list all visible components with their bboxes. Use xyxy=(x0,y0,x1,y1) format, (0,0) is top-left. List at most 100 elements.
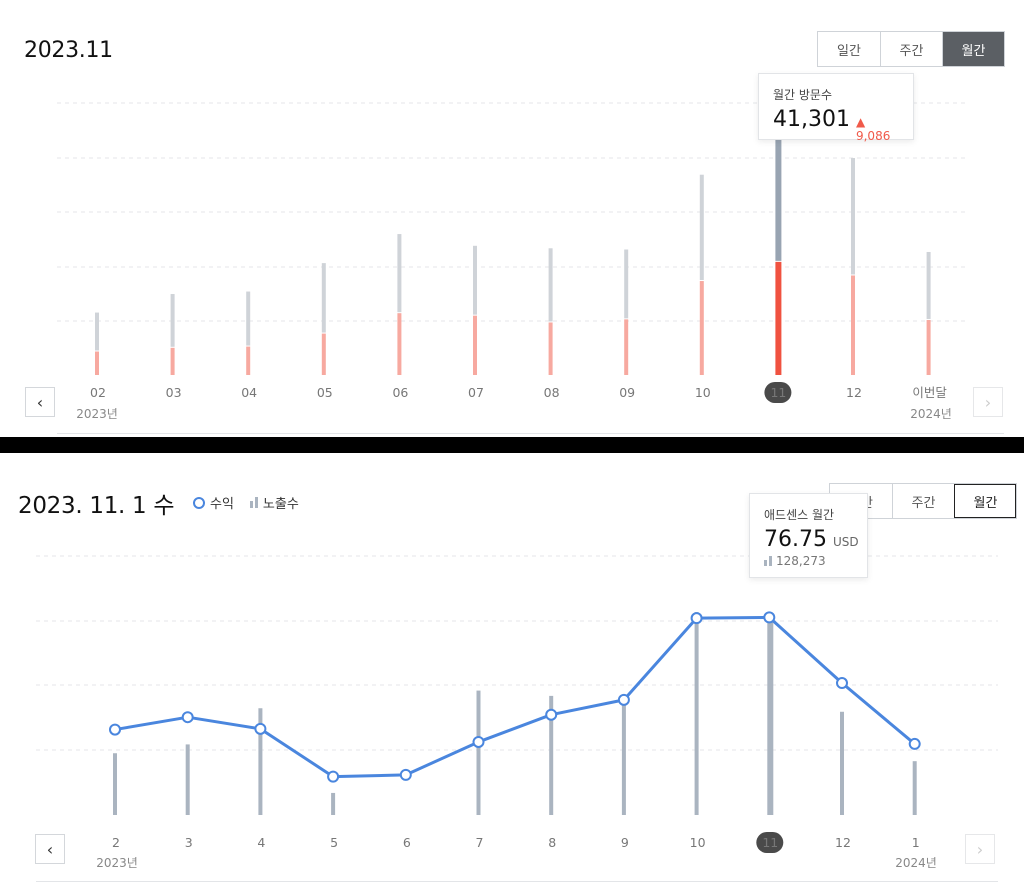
x-tick-label: 3 xyxy=(185,835,193,850)
bar-lower xyxy=(170,347,175,375)
page-title: 2023.11 xyxy=(24,38,113,63)
bar-lower xyxy=(926,319,931,375)
next-period-button[interactable]: › xyxy=(965,834,995,864)
revenue-point xyxy=(690,612,703,625)
adsense-panel: 2023. 11. 1 수 수익 노출수 일간 주간 월간 2 3 4 5 6 7 8 9 10… xyxy=(0,453,1024,891)
tooltip-delta: ▲ 9,086 xyxy=(855,115,891,143)
x-tick-label: 03 xyxy=(166,385,182,400)
legend-label-revenue: 수익 xyxy=(210,497,234,512)
tooltip-label: 월간 방문수 xyxy=(773,88,833,102)
x-tick-label: 10 xyxy=(695,385,711,400)
bar-lower xyxy=(246,346,251,375)
bar-lower xyxy=(473,315,477,375)
x-tick-label: 12 xyxy=(835,835,851,850)
tooltip-unit: USD xyxy=(832,535,859,549)
x-tick-label: 1 xyxy=(912,835,920,850)
tooltip-label: 애드센스 월간 xyxy=(764,508,835,522)
revenue-point xyxy=(617,693,630,706)
chevron-right-icon: › xyxy=(976,839,984,859)
prev-period-button[interactable]: ‹ xyxy=(25,387,55,417)
impression-bar xyxy=(912,761,917,815)
visits-tooltip: 월간 방문수 41,301 ▲ 9,086 xyxy=(758,73,914,143)
year-label-start: 2023년 xyxy=(96,856,138,870)
bar-lower xyxy=(95,351,99,375)
impression-bar xyxy=(767,620,774,815)
x-tick-label: 09 xyxy=(619,385,635,400)
visits-panel: 2023.11 일간 주간 월간 02 03 04 05 06 07 08 09 10 11 12 이… xyxy=(0,0,1024,437)
revenue-point xyxy=(109,723,121,736)
adsense-combo-chart: 2 3 4 5 6 7 8 9 10 11 12 1 2023년 2024년 xyxy=(36,555,998,870)
impression-bar xyxy=(621,704,626,815)
bar-lower xyxy=(321,333,326,375)
bar-chart-icon xyxy=(764,556,772,566)
x-tick-label: 11 xyxy=(762,835,778,850)
bar-lower xyxy=(699,281,704,375)
chevron-right-icon: › xyxy=(984,392,992,412)
bar-upper xyxy=(321,263,326,333)
impression-bar xyxy=(549,695,554,815)
page-title: 2023. 11. 1 수 xyxy=(18,493,175,519)
revenue-point xyxy=(327,770,340,783)
bar-upper xyxy=(246,291,251,346)
period-selector: 일간 주간 월간 xyxy=(817,31,1005,67)
x-tick-label: 6 xyxy=(403,835,411,850)
tooltip-impressions: 128,273 xyxy=(776,554,826,568)
adsense-tooltip: 애드센스 월간 76.75 USD 128,273 xyxy=(749,493,868,578)
x-tick-label: 04 xyxy=(241,385,257,400)
tooltip-value: 41,301 xyxy=(773,107,850,132)
chart-legend: 수익 노출수 xyxy=(193,493,299,512)
tab-weekly[interactable]: 주간 xyxy=(892,484,954,518)
chart-bottom-border xyxy=(36,881,998,882)
impression-bar xyxy=(694,612,699,815)
revenue-line xyxy=(114,615,916,779)
revenue-point xyxy=(472,735,485,748)
legend-item-revenue: 수익 xyxy=(193,493,234,512)
x-tick-label: 10 xyxy=(690,835,706,850)
legend-label-impressions: 노출수 xyxy=(262,497,299,512)
tab-monthly[interactable]: 월간 xyxy=(942,32,1004,66)
tooltip-value: 76.75 xyxy=(764,527,827,552)
x-tick-label: 2 xyxy=(112,835,120,850)
bar-upper xyxy=(851,158,855,275)
impression-bar xyxy=(331,792,336,815)
tab-daily[interactable]: 일간 xyxy=(818,32,880,66)
year-label-end: 2024년 xyxy=(910,407,952,421)
x-tick-label: 07 xyxy=(468,385,484,400)
prev-period-button[interactable]: ‹ xyxy=(35,834,65,864)
chart-bottom-border xyxy=(57,433,1004,434)
legend-item-impressions: 노출수 xyxy=(249,493,299,512)
bar-lower xyxy=(548,322,553,375)
bar-lower xyxy=(851,275,855,375)
revenue-point xyxy=(399,768,412,781)
bar-upper xyxy=(95,312,99,351)
impression-bar xyxy=(840,711,844,815)
circle-marker-icon xyxy=(193,496,205,509)
impression-bar xyxy=(113,753,117,815)
bar-upper xyxy=(548,248,553,322)
impression-bar xyxy=(185,744,190,815)
bar-lower xyxy=(397,313,402,375)
tab-monthly[interactable]: 월간 xyxy=(954,484,1016,518)
x-tick-label: 06 xyxy=(392,385,408,400)
bar-lower xyxy=(775,261,782,375)
bar-upper xyxy=(926,251,931,319)
selected-month-pill xyxy=(756,832,784,853)
x-tick-label: 08 xyxy=(544,385,560,400)
bar-upper xyxy=(775,119,782,261)
selected-month-pill xyxy=(764,382,792,403)
chevron-left-icon: ‹ xyxy=(46,839,54,859)
revenue-point xyxy=(181,711,194,724)
year-label-start: 2023년 xyxy=(76,407,118,421)
revenue-point xyxy=(545,708,558,721)
bar-chart-icon xyxy=(249,497,258,508)
x-tick-label: 5 xyxy=(330,835,338,850)
x-tick-label: 4 xyxy=(257,835,265,850)
bar-upper xyxy=(397,234,402,313)
impression-bar xyxy=(476,690,481,815)
next-period-button[interactable]: › xyxy=(973,387,1003,417)
revenue-point xyxy=(836,677,848,690)
tab-weekly[interactable]: 주간 xyxy=(880,32,942,66)
bar-upper xyxy=(473,245,477,315)
x-tick-label: 12 xyxy=(846,385,862,400)
panel-divider xyxy=(0,437,1024,453)
